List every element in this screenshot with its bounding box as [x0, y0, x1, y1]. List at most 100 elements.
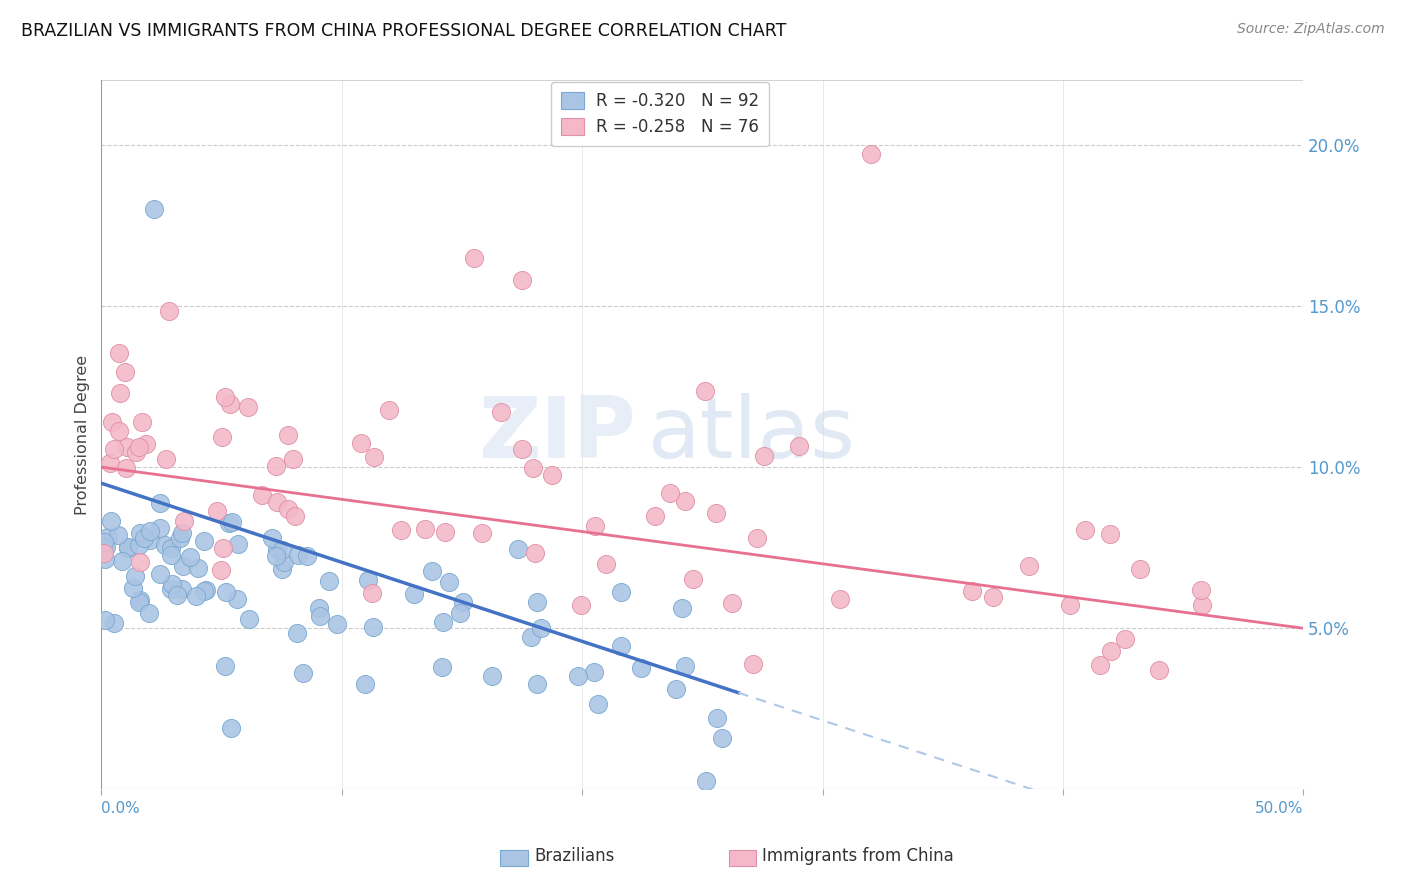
- Point: [97, 530, 120, 544]
- Point: [209, 563, 232, 577]
- Point: [673, 494, 696, 508]
- Point: [173, 514, 195, 528]
- Point: [131, 415, 153, 429]
- Point: [114, 365, 136, 379]
- Point: [308, 600, 330, 615]
- Point: [471, 525, 494, 540]
- Point: [262, 531, 284, 545]
- Point: [221, 515, 243, 529]
- Text: BRAZILIAN VS IMMIGRANTS FROM CHINA PROFESSIONAL DEGREE CORRELATION CHART: BRAZILIAN VS IMMIGRANTS FROM CHINA PROFE…: [21, 22, 786, 40]
- Point: [682, 572, 704, 586]
- Point: [1074, 524, 1097, 538]
- Point: [489, 405, 512, 419]
- Point: [219, 397, 242, 411]
- Text: Brazilians: Brazilians: [534, 847, 614, 865]
- Point: [449, 607, 471, 621]
- Point: [108, 346, 131, 360]
- Point: [567, 669, 589, 683]
- Text: Immigrants from China: Immigrants from China: [762, 847, 955, 865]
- Point: [219, 721, 242, 735]
- Point: [610, 585, 633, 599]
- Point: [434, 524, 457, 539]
- Point: [711, 731, 734, 745]
- Point: [214, 390, 236, 404]
- FancyBboxPatch shape: [501, 850, 529, 866]
- Point: [378, 403, 401, 417]
- Legend: R = -0.320   N = 92, R = -0.258   N = 76: R = -0.320 N = 92, R = -0.258 N = 76: [551, 81, 769, 146]
- Point: [828, 591, 851, 606]
- Point: [122, 581, 145, 595]
- Point: [665, 681, 688, 696]
- Point: [117, 541, 139, 555]
- Point: [187, 560, 209, 574]
- Point: [250, 488, 273, 502]
- Point: [595, 558, 617, 572]
- Point: [124, 569, 146, 583]
- Point: [125, 445, 148, 459]
- Point: [273, 556, 295, 570]
- Point: [363, 450, 385, 464]
- Point: [481, 669, 503, 683]
- Point: [297, 549, 319, 563]
- Point: [287, 549, 309, 563]
- Point: [94, 613, 117, 627]
- Point: [117, 541, 139, 555]
- Point: [962, 583, 984, 598]
- Point: [138, 606, 160, 620]
- Point: [695, 384, 717, 398]
- Point: [583, 518, 606, 533]
- Point: [721, 596, 744, 610]
- Point: [128, 538, 150, 552]
- Point: [1191, 599, 1213, 613]
- Point: [117, 440, 139, 454]
- Text: Source: ZipAtlas.com: Source: ZipAtlas.com: [1237, 22, 1385, 37]
- Point: [510, 442, 533, 456]
- Point: [644, 508, 666, 523]
- Y-axis label: Professional Degree: Professional Degree: [75, 355, 90, 515]
- Point: [569, 598, 592, 612]
- Text: ZIP: ZIP: [478, 393, 636, 476]
- Point: [413, 522, 436, 536]
- Point: [96, 540, 118, 554]
- Point: [193, 584, 215, 599]
- Point: [128, 595, 150, 609]
- Point: [107, 528, 129, 542]
- Point: [159, 582, 181, 596]
- Point: [179, 550, 201, 565]
- Point: [673, 659, 696, 673]
- Point: [404, 587, 426, 601]
- Point: [630, 661, 652, 675]
- Point: [128, 440, 150, 454]
- Point: [108, 386, 131, 401]
- Point: [510, 273, 533, 287]
- Point: [193, 534, 215, 549]
- Point: [1189, 582, 1212, 597]
- Point: [238, 612, 260, 626]
- Point: [541, 468, 564, 483]
- Point: [172, 558, 194, 573]
- Point: [266, 495, 288, 509]
- Point: [1018, 558, 1040, 573]
- Point: [236, 400, 259, 414]
- Point: [101, 415, 124, 429]
- Point: [1114, 632, 1136, 647]
- Point: [787, 440, 810, 454]
- Point: [277, 428, 299, 442]
- Point: [100, 514, 122, 528]
- Point: [266, 541, 288, 556]
- Point: [160, 577, 183, 591]
- Text: 0.0%: 0.0%: [101, 801, 141, 816]
- Point: [752, 449, 775, 463]
- Point: [524, 546, 547, 560]
- Point: [583, 665, 606, 679]
- Point: [704, 506, 727, 520]
- Point: [519, 630, 541, 644]
- Point: [138, 533, 160, 547]
- Point: [318, 574, 340, 589]
- FancyBboxPatch shape: [728, 850, 756, 866]
- Point: [132, 531, 155, 545]
- Point: [184, 590, 207, 604]
- Point: [609, 639, 631, 653]
- Point: [526, 595, 548, 609]
- Point: [522, 460, 544, 475]
